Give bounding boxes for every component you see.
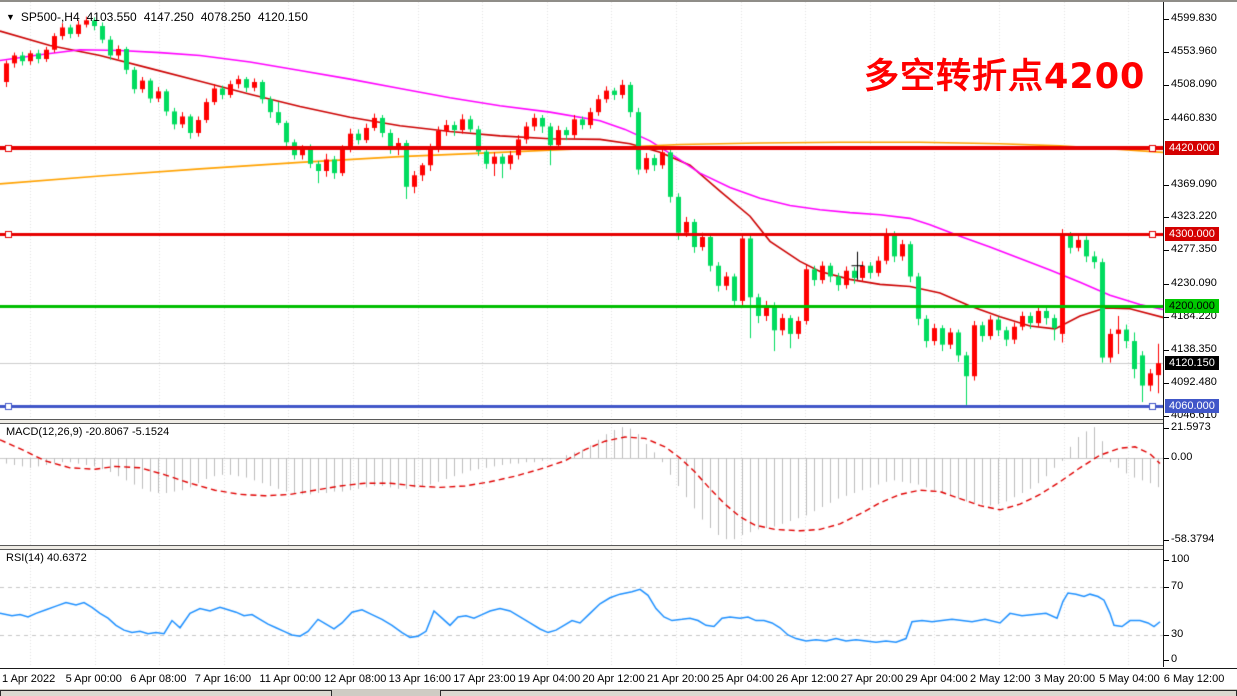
time-tick-label: 19 Apr 04:00 <box>517 673 581 685</box>
time-tick-label: 5 May 04:00 <box>1099 673 1160 685</box>
price-tick-label: 4599.830 <box>1164 12 1217 24</box>
time-tick-label: 20 Apr 12:00 <box>582 673 645 685</box>
scrollbar-segment-0[interactable] <box>0 690 332 696</box>
price-axis[interactable]: 4599.830 4553.960 4508.090 4460.830 4369.090… <box>1163 2 1237 667</box>
time-tick-label: 1 Apr 2022 <box>2 673 56 685</box>
price-chart-canvas[interactable] <box>0 2 1163 419</box>
macd-tick-label: -58.3794 <box>1163 533 1215 545</box>
price-tick-label: 4460.830 <box>1164 112 1217 124</box>
price-level-badge: 4060.000 <box>1165 399 1219 413</box>
scrollbar-segment-1[interactable] <box>440 690 1237 696</box>
macd-tick-label: 21.5973 <box>1164 421 1211 433</box>
low-value: 4078.250 <box>200 10 251 24</box>
chevron-down-icon[interactable]: ▼ <box>6 12 15 22</box>
rsi-tick-label: 0 <box>1163 653 1178 665</box>
time-tick-label: 3 May 20:00 <box>1034 673 1096 685</box>
price-tick-label: 4277.350 <box>1164 243 1217 255</box>
macd-indicator-label: MACD(12,26,9) -20.8067 -5.1524 <box>6 426 170 438</box>
price-level-badge: 4300.000 <box>1165 227 1219 241</box>
time-tick-label: 25 Apr 04:00 <box>711 673 774 685</box>
price-level-badge: 4420.000 <box>1165 141 1219 155</box>
chart-text-annotation[interactable]: 多空转折点4200 <box>864 57 1146 97</box>
price-tick-label: 4138.350 <box>1164 343 1217 355</box>
macd-tick-label: 0.00 <box>1163 451 1193 463</box>
time-tick-label: 7 Apr 16:00 <box>194 673 252 685</box>
high-value: 4147.250 <box>143 10 194 24</box>
time-tick-label: 17 Apr 23:00 <box>453 673 516 685</box>
symbol-timeframe: SP500-,H4 <box>20 10 80 24</box>
time-tick-label: 5 Apr 00:00 <box>65 673 122 685</box>
time-tick-label: 12 Apr 08:00 <box>324 673 387 685</box>
rsi-tick-label: 30 <box>1163 628 1184 640</box>
panel-splitter-macd[interactable] <box>0 419 1163 424</box>
close-value: 4120.150 <box>257 10 308 24</box>
horizontal-scrollbar[interactable] <box>0 689 1237 696</box>
panel-splitter-rsi[interactable] <box>0 545 1163 550</box>
macd-panel-canvas[interactable] <box>0 424 1163 545</box>
price-tick-label: 4508.090 <box>1164 78 1217 90</box>
time-tick-label: 13 Apr 16:00 <box>388 673 451 685</box>
rsi-tick-label: 70 <box>1163 580 1184 592</box>
time-tick-label: 6 May 12:00 <box>1163 673 1225 685</box>
open-value: 4103.550 <box>86 10 137 24</box>
rsi-panel-canvas[interactable] <box>0 550 1163 667</box>
price-tick-label: 4230.090 <box>1164 277 1217 289</box>
time-tick-label: 6 Apr 08:00 <box>130 673 187 685</box>
price-level-badge: 4200.000 <box>1165 299 1219 313</box>
price-tick-label: 4369.090 <box>1164 178 1217 190</box>
price-level-badge: 4120.150 <box>1165 356 1219 370</box>
price-tick-label: 4553.960 <box>1164 45 1217 57</box>
price-tick-label: 4092.480 <box>1164 376 1217 388</box>
rsi-indicator-label: RSI(14) 40.6372 <box>6 552 87 564</box>
time-tick-label: 26 Apr 12:00 <box>776 673 839 685</box>
time-tick-label: 29 Apr 04:00 <box>905 673 968 685</box>
price-tick-label: 4323.220 <box>1164 210 1217 222</box>
time-tick-label: 11 Apr 00:00 <box>259 673 321 685</box>
time-axis[interactable]: 1 Apr 2022 5 Apr 00:00 6 Apr 08:00 7 Apr 16… <box>0 668 1237 690</box>
rsi-tick-label: 100 <box>1163 553 1190 565</box>
time-tick-label: 27 Apr 20:00 <box>840 673 904 685</box>
symbol-info-bar: ▼ SP500-,H4 4103.550 4147.250 4078.250 4120.1… <box>6 10 315 24</box>
time-tick-label: 2 May 12:00 <box>970 673 1031 685</box>
time-tick-label: 21 Apr 20:00 <box>647 673 710 685</box>
price-tick-label: 4184.220 <box>1164 310 1217 322</box>
